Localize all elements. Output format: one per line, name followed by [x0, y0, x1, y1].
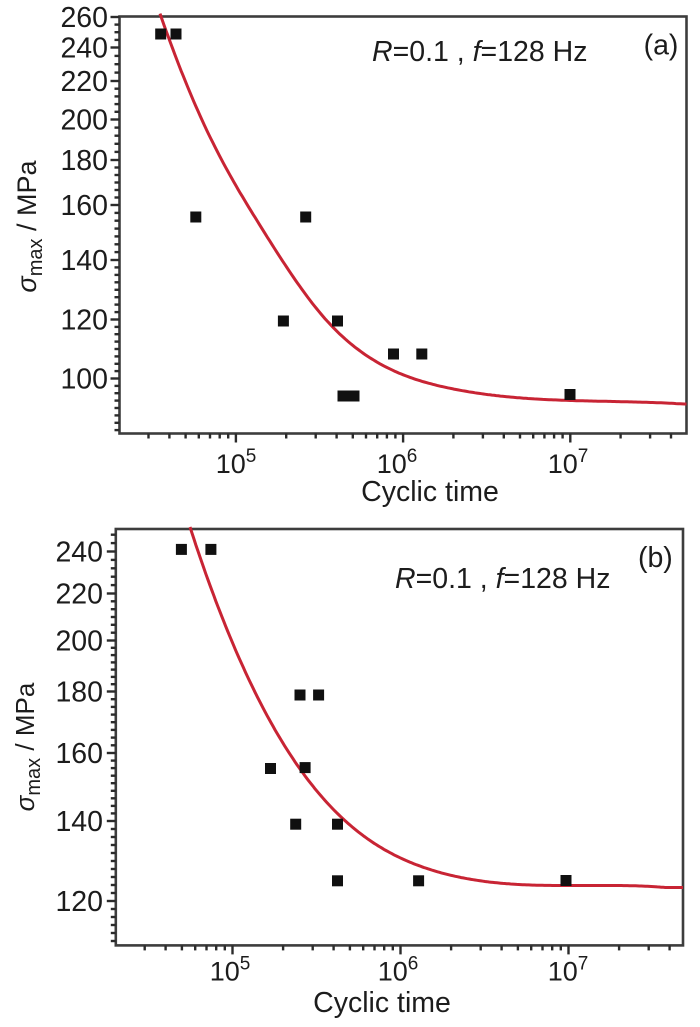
svg-text:200: 200 [55, 626, 103, 658]
svg-text:105: 105 [216, 446, 257, 479]
svg-text:240: 240 [60, 33, 108, 65]
svg-text:R=0.1 , f=128 Hz: R=0.1 , f=128 Hz [395, 563, 611, 595]
svg-text:200: 200 [60, 105, 108, 137]
svg-text:Cyclic time: Cyclic time [313, 987, 451, 1019]
svg-text:106: 106 [377, 446, 418, 479]
svg-text:σmax / MPa: σmax / MPa [12, 159, 47, 292]
svg-text:107: 107 [548, 446, 589, 479]
svg-text:220: 220 [60, 66, 108, 98]
svg-text:140: 140 [60, 245, 108, 277]
svg-text:140: 140 [55, 806, 103, 838]
svg-text:220: 220 [55, 579, 103, 611]
svg-text:106: 106 [378, 954, 419, 987]
svg-text:σmax / MPa: σmax / MPa [10, 682, 45, 811]
svg-text:240: 240 [55, 537, 103, 569]
svg-text:R=0.1 , f=128 Hz: R=0.1 , f=128 Hz [372, 36, 588, 68]
svg-text:180: 180 [55, 677, 103, 709]
svg-text:160: 160 [60, 190, 108, 222]
svg-text:(a): (a) [644, 30, 679, 62]
svg-text:100: 100 [60, 364, 108, 396]
svg-text:160: 160 [55, 738, 103, 770]
svg-text:105: 105 [210, 954, 251, 987]
svg-text:(b): (b) [638, 542, 673, 574]
svg-text:120: 120 [55, 886, 103, 918]
svg-text:120: 120 [60, 305, 108, 337]
svg-text:260: 260 [60, 2, 108, 34]
svg-text:180: 180 [60, 145, 108, 177]
svg-text:107: 107 [548, 954, 589, 987]
svg-text:Cyclic time: Cyclic time [361, 476, 499, 508]
